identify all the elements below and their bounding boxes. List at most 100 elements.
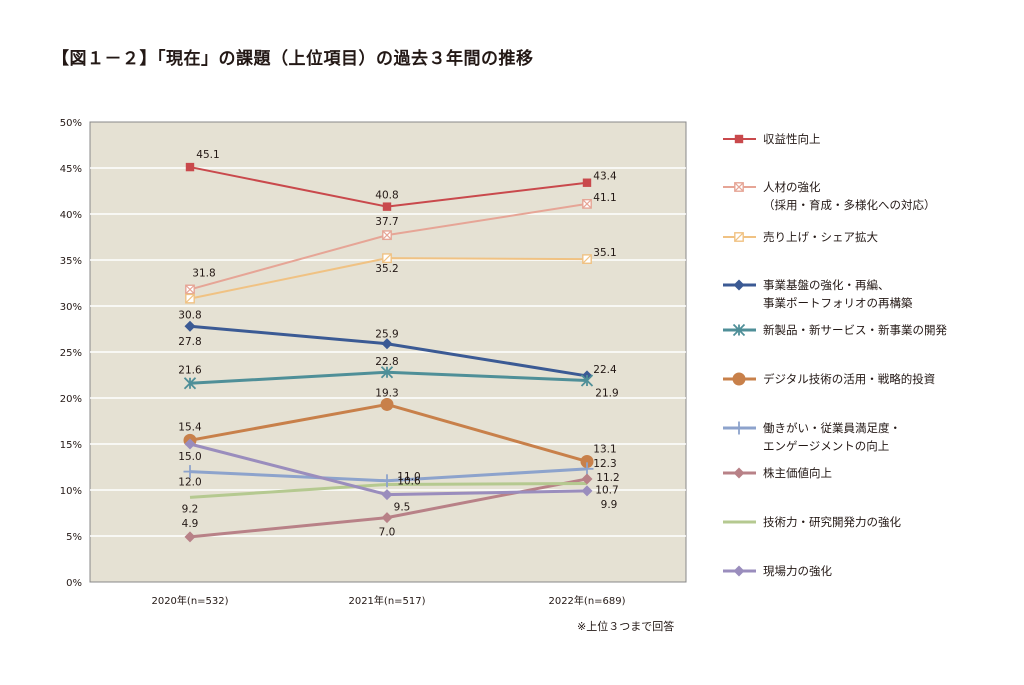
- legend-item: 株主価値向上: [723, 466, 832, 480]
- legend-marker: [732, 323, 746, 337]
- legend-label: 働きがい・従業員満足度・: [763, 421, 901, 435]
- footnote: ※上位３つまで回答: [577, 620, 675, 633]
- data-label: 10.7: [595, 485, 618, 497]
- legend-label: エンゲージメントの向上: [763, 439, 889, 453]
- data-point: [380, 366, 394, 379]
- data-point: [581, 473, 593, 485]
- data-label: 9.9: [601, 499, 618, 511]
- y-tick-label: 50%: [60, 118, 82, 129]
- legend-marker: [734, 182, 744, 192]
- y-tick-label: 20%: [60, 394, 82, 405]
- data-point: [185, 293, 195, 304]
- legend-label: 収益性向上: [763, 132, 821, 146]
- data-point: [581, 485, 593, 497]
- x-tick-label: 2022年(n=689): [548, 594, 625, 607]
- data-label: 21.6: [178, 364, 202, 376]
- y-tick-label: 40%: [60, 210, 82, 221]
- data-point: [183, 465, 197, 479]
- legend-label: 現場力の強化: [763, 564, 832, 578]
- legend-marker: [733, 467, 745, 479]
- data-label: 13.1: [593, 443, 616, 455]
- legend-item: 働きがい・従業員満足度・エンゲージメントの向上: [723, 421, 901, 453]
- legend-label: 事業ポートフォリオの再構築: [763, 296, 913, 310]
- legend-marker: [732, 372, 746, 386]
- data-label: 4.9: [182, 518, 199, 530]
- legend-label: 事業基盤の強化・再編、: [763, 278, 890, 292]
- data-point: [183, 377, 197, 390]
- legend-marker: [734, 232, 744, 242]
- data-label: 9.5: [394, 502, 411, 514]
- legend-item: 現場力の強化: [723, 564, 832, 578]
- legend-label: 新製品・新サービス・新事業の開発: [763, 323, 947, 337]
- x-tick-label: 2021年(n=517): [348, 594, 425, 607]
- data-point: [382, 253, 392, 264]
- legend-item: 事業基盤の強化・再編、事業ポートフォリオの再構築: [723, 278, 913, 310]
- legend-label: デジタル技術の活用・戦略的投資: [763, 372, 935, 386]
- chart-title: 【図１－２】「現在」の課題（上位項目）の過去３年間の推移: [52, 49, 534, 69]
- data-label: 41.1: [593, 192, 616, 204]
- data-label: 12.0: [178, 477, 201, 489]
- data-label: 21.9: [595, 388, 618, 400]
- data-label: 22.8: [375, 356, 398, 368]
- legend-label: 売り上げ・シェア拡大: [763, 230, 878, 244]
- data-point: [184, 531, 196, 543]
- y-tick-label: 10%: [60, 486, 82, 497]
- legend-item: 売り上げ・シェア拡大: [723, 230, 878, 244]
- y-tick-label: 15%: [60, 440, 82, 451]
- data-point: [580, 454, 594, 468]
- data-label: 15.4: [178, 421, 202, 433]
- legend-label: 人材の強化: [763, 180, 821, 194]
- legend-label: 技術力・研究開発力の強化: [763, 515, 901, 529]
- legend-item: 人材の強化 （採用・育成・多様化への対応）: [723, 180, 936, 212]
- data-label: 35.1: [593, 247, 616, 259]
- y-tick-label: 35%: [60, 256, 82, 267]
- data-label: 9.2: [182, 503, 199, 515]
- data-label: 45.1: [196, 149, 219, 161]
- legend-marker: [732, 421, 746, 435]
- data-point: [381, 338, 393, 350]
- legend-label: 株主価値向上: [763, 466, 832, 480]
- data-label: 25.9: [375, 329, 398, 341]
- data-point: [380, 397, 394, 411]
- legend-item: 新製品・新サービス・新事業の開発: [723, 323, 947, 337]
- data-point: [381, 489, 393, 501]
- data-point: [580, 374, 594, 387]
- data-point: [381, 512, 393, 524]
- data-label: 19.3: [375, 387, 398, 399]
- data-point: [185, 284, 195, 295]
- y-tick-label: 0%: [66, 578, 82, 589]
- legend-item: デジタル技術の活用・戦略的投資: [723, 372, 935, 386]
- x-tick-label: 2020年(n=532): [151, 594, 228, 607]
- data-point: [582, 254, 592, 264]
- data-label: 43.4: [593, 171, 617, 183]
- y-tick-label: 5%: [66, 532, 82, 543]
- data-label: 7.0: [379, 527, 396, 539]
- data-label: 22.4: [593, 364, 617, 376]
- data-point: [185, 162, 195, 172]
- data-point: [382, 202, 392, 211]
- y-tick-label: 30%: [60, 302, 82, 313]
- data-point: [184, 320, 196, 332]
- legend-marker: [734, 134, 744, 144]
- legend-marker: [733, 565, 745, 577]
- data-point: [580, 462, 594, 476]
- data-label: 31.8: [192, 267, 215, 279]
- data-label: 37.7: [375, 216, 398, 228]
- legend-item: 収益性向上: [723, 132, 821, 146]
- data-label: 35.2: [375, 263, 398, 275]
- y-tick-label: 25%: [60, 348, 82, 359]
- data-label: 30.8: [178, 310, 201, 322]
- data-point: [582, 198, 592, 209]
- data-label: 11.0: [397, 471, 420, 483]
- y-tick-label: 45%: [60, 164, 82, 175]
- data-label: 27.8: [178, 336, 201, 348]
- data-label: 10.6: [397, 475, 421, 487]
- legend-label: （採用・育成・多様化への対応）: [763, 198, 936, 212]
- legend-marker: [733, 279, 745, 291]
- data-point: [380, 474, 394, 488]
- data-label: 15.0: [178, 451, 201, 463]
- data-point: [582, 178, 592, 187]
- data-point: [382, 230, 392, 241]
- data-point: [184, 438, 196, 450]
